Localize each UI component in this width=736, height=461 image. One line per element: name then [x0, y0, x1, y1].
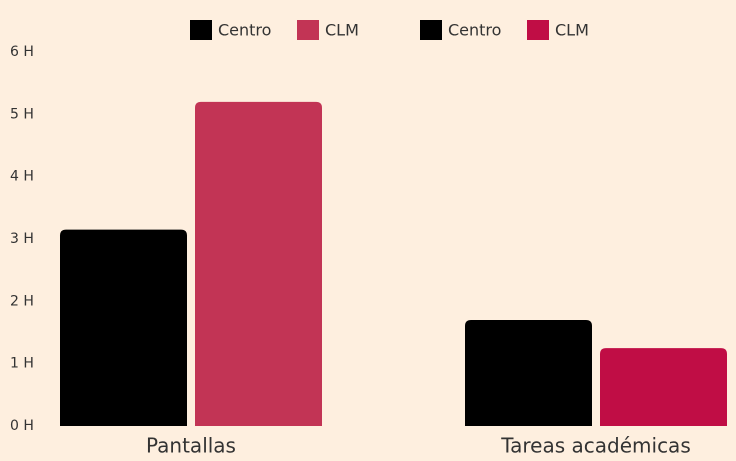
legend-label: Centro [218, 21, 271, 40]
legend-swatch [420, 20, 442, 40]
legend-swatch [527, 20, 549, 40]
y-tick-label: 0 H [10, 418, 34, 434]
legend-label: CLM [555, 21, 589, 40]
legend-swatch [190, 20, 212, 40]
y-tick-label: 6 H [10, 44, 34, 60]
y-tick-label: 5 H [10, 106, 34, 122]
bar [600, 348, 727, 426]
y-tick-label: 1 H [10, 356, 34, 372]
x-tick-label: Pantallas [146, 434, 236, 458]
legend-label: Centro [448, 21, 501, 40]
x-tick-label: Tareas académicas [500, 434, 691, 458]
legend-swatch [297, 20, 319, 40]
bar [465, 320, 592, 426]
bar [60, 229, 187, 426]
legend-label: CLM [325, 21, 359, 40]
y-tick-label: 3 H [10, 231, 34, 247]
bar [195, 101, 322, 426]
y-tick-label: 4 H [10, 169, 34, 185]
y-tick-label: 2 H [10, 293, 34, 309]
